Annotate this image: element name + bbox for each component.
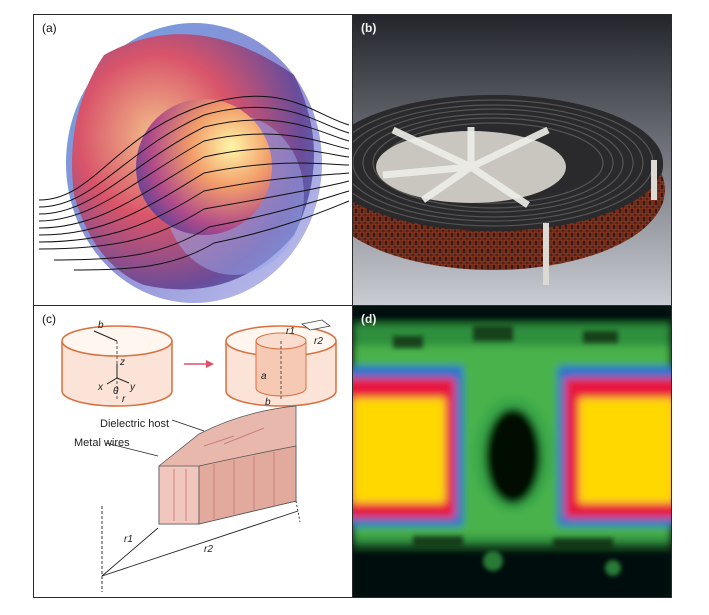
cylinder-left bbox=[61, 325, 173, 407]
panel-c-label: (c) bbox=[42, 312, 56, 326]
transform-arrow bbox=[184, 360, 214, 368]
var-r2-top: r2 bbox=[314, 336, 323, 347]
figure: (a) bbox=[33, 14, 672, 598]
var-b-left: b bbox=[98, 320, 104, 331]
field-intensity-map bbox=[353, 306, 671, 597]
panel-a: (a) bbox=[34, 15, 353, 306]
panel-b-label: (b) bbox=[361, 21, 377, 35]
panel-d-label: (d) bbox=[361, 312, 377, 326]
cloak-schematic bbox=[61, 319, 337, 592]
var-b-right: b bbox=[265, 397, 271, 408]
var-r: r bbox=[122, 394, 126, 405]
var-r1-top: r1 bbox=[286, 326, 295, 337]
var-theta: θ bbox=[113, 386, 119, 397]
var-x: x bbox=[98, 382, 103, 393]
dimension-lines bbox=[101, 500, 301, 592]
cloak-sphere-illustration bbox=[38, 23, 350, 303]
var-y: y bbox=[130, 382, 135, 393]
var-z: z bbox=[120, 357, 125, 368]
panel-a-label: (a) bbox=[42, 21, 57, 35]
panel-b: (b) bbox=[353, 15, 671, 306]
var-a: a bbox=[261, 371, 267, 382]
metamaterial-ring-photo bbox=[353, 15, 671, 305]
cylinder-right bbox=[225, 319, 337, 407]
var-r2: r2 bbox=[204, 544, 213, 555]
panel-d: (d) bbox=[353, 306, 671, 597]
panel-c: (c) Dielectric host Metal wires b z x y … bbox=[34, 306, 353, 597]
var-r1: r1 bbox=[124, 534, 133, 545]
metal-wires-label: Metal wires bbox=[74, 437, 130, 449]
wedge-unit-cell bbox=[158, 405, 297, 525]
dielectric-host-label: Dielectric host bbox=[100, 418, 170, 430]
field-lines bbox=[38, 95, 350, 271]
